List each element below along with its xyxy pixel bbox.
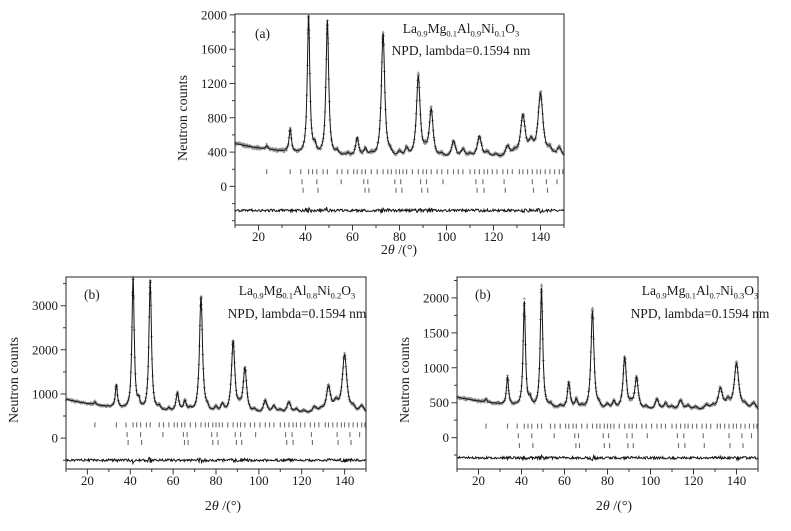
y-tick-label: 400 xyxy=(208,145,228,160)
plot-frame xyxy=(65,276,367,470)
panel-label: (a) xyxy=(255,26,270,41)
y-tick-label: 1000 xyxy=(423,360,449,375)
x-tick-label: 100 xyxy=(641,473,661,488)
x-tick-label: 60 xyxy=(346,229,359,244)
axis-ticks xyxy=(60,283,367,475)
x-tick-label: 140 xyxy=(531,229,551,244)
panel-label: (b) xyxy=(84,287,100,302)
y-tick-label: 0 xyxy=(443,430,450,445)
bragg-ticks-row-3 xyxy=(518,443,744,449)
difference-series xyxy=(234,206,564,215)
y-axis-label: Neutron counts xyxy=(7,337,22,423)
sample-formula: La0.9Mg0.1Al0.8Ni0.2O3 xyxy=(239,283,356,301)
sample-formula: La0.9Mg0.1Al0.7Ni0.3O3 xyxy=(642,283,759,301)
panel-label: (b) xyxy=(475,287,491,302)
y-axis-label: Neutron counts xyxy=(398,337,413,423)
y-tick-label: 500 xyxy=(430,395,450,410)
observed-series xyxy=(455,283,759,411)
x-axis-label: 2θ /(°) xyxy=(381,243,418,258)
calculated-series xyxy=(456,287,758,410)
x-tick-label: 80 xyxy=(601,473,614,488)
x-tick-label: 140 xyxy=(335,473,355,488)
y-tick-label: 0 xyxy=(52,431,59,446)
y-tick-label: 2000 xyxy=(423,290,449,305)
plot-frame xyxy=(456,276,759,470)
sample-formula: La0.9Mg0.1Al0.9Ni0.1O3 xyxy=(403,21,520,39)
x-tick-label: 40 xyxy=(124,473,137,488)
x-axis-label: 2θ /(°) xyxy=(596,499,633,514)
y-tick-label: 2000 xyxy=(201,7,227,22)
x-tick-label: 80 xyxy=(393,229,406,244)
measurement-subtitle: NPD, lambda=0.1594 nm xyxy=(392,43,531,58)
axis-ticks xyxy=(229,14,565,231)
x-tick-label: 140 xyxy=(727,473,747,488)
x-tick-label: 100 xyxy=(437,229,457,244)
y-tick-label: 1500 xyxy=(423,325,449,340)
y-tick-label: 1000 xyxy=(32,387,58,402)
y-tick-label: 1600 xyxy=(201,42,227,57)
bragg-ticks-row-3 xyxy=(127,440,352,445)
bragg-ticks-row-2 xyxy=(126,432,361,438)
x-tick-label: 80 xyxy=(210,473,223,488)
bragg-ticks-row-1 xyxy=(485,423,758,429)
x-tick-label: 60 xyxy=(558,473,571,488)
x-tick-label: 120 xyxy=(292,473,312,488)
y-tick-label: 0 xyxy=(221,179,228,194)
measurement-subtitle: NPD, lambda=0.1594 nm xyxy=(631,306,770,321)
x-tick-label: 20 xyxy=(81,473,94,488)
x-tick-label: 40 xyxy=(515,473,528,488)
x-tick-label: 120 xyxy=(484,229,504,244)
y-tick-label: 800 xyxy=(208,110,228,125)
x-tick-label: 20 xyxy=(472,473,485,488)
x-tick-label: 100 xyxy=(249,473,269,488)
bragg-ticks-row-1 xyxy=(266,169,564,175)
axis-ticks xyxy=(451,280,759,475)
y-tick-label: 2000 xyxy=(32,342,58,357)
bragg-ticks-row-1 xyxy=(94,422,366,428)
bragg-ticks-row-2 xyxy=(301,179,558,185)
x-tick-label: 40 xyxy=(299,229,312,244)
calculated-series xyxy=(65,277,366,413)
difference-series xyxy=(65,456,366,466)
bragg-ticks-row-2 xyxy=(517,433,753,439)
x-tick-label: 60 xyxy=(167,473,180,488)
plot-frame xyxy=(234,13,565,226)
bragg-ticks-row-3 xyxy=(302,187,549,193)
x-axis-label: 2θ /(°) xyxy=(205,499,242,514)
y-tick-label: 3000 xyxy=(32,298,58,313)
x-tick-label: 120 xyxy=(684,473,704,488)
calculated-series xyxy=(234,15,564,157)
measurement-subtitle: NPD, lambda=0.1594 nm xyxy=(228,306,367,321)
y-axis-label: Neutron counts xyxy=(176,75,191,161)
difference-series xyxy=(456,453,759,462)
x-tick-label: 20 xyxy=(252,229,265,244)
y-tick-label: 1200 xyxy=(201,76,227,91)
